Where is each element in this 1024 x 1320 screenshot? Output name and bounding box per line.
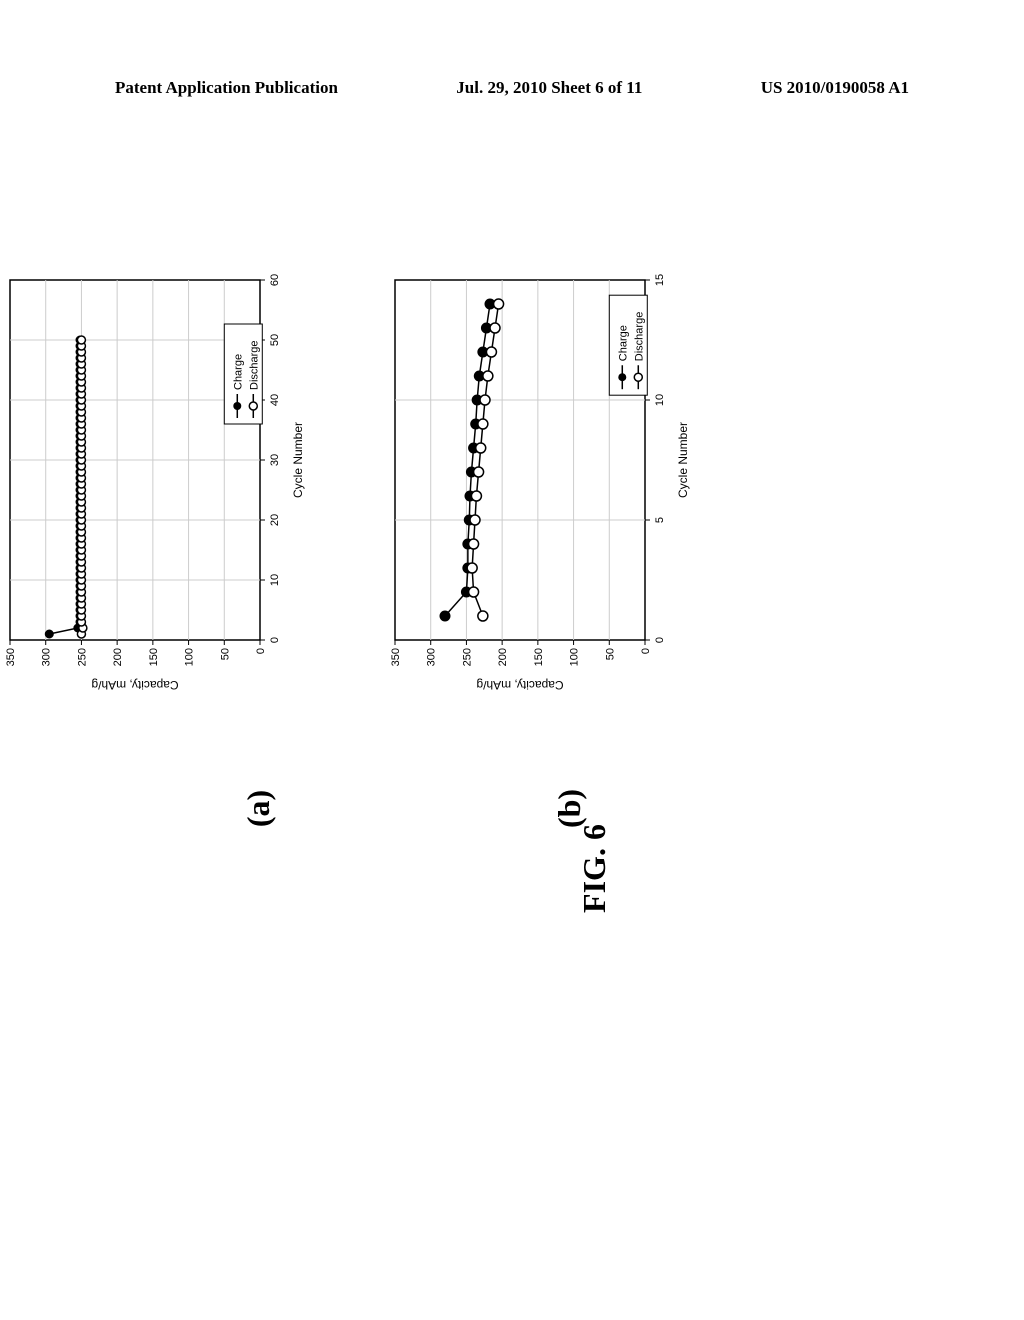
svg-text:30: 30 — [269, 454, 281, 466]
chart-a-container: 0 10 20 30 40 50 60 0 50 100 150 200 250 300 350 Cycle … — [0, 265, 310, 695]
chart-b: 051015050100150200250300350Cycle NumberC… — [385, 265, 695, 695]
figure-label: FIG. 6 — [576, 824, 613, 913]
svg-text:Charge: Charge — [617, 325, 629, 361]
svg-text:Cycle Number: Cycle Number — [676, 422, 690, 498]
svg-text:100: 100 — [569, 648, 581, 666]
svg-text:5: 5 — [654, 517, 666, 523]
svg-text:50: 50 — [269, 334, 281, 346]
svg-text:0: 0 — [654, 637, 666, 643]
header-left: Patent Application Publication — [115, 78, 338, 98]
svg-text:250: 250 — [461, 648, 473, 666]
svg-text:40: 40 — [269, 394, 281, 406]
header-center: Jul. 29, 2010 Sheet 6 of 11 — [456, 78, 642, 98]
svg-text:300: 300 — [426, 648, 438, 666]
svg-text:10: 10 — [269, 574, 281, 586]
svg-text:200: 200 — [497, 648, 509, 666]
subfigure-label-b: (b) — [551, 789, 588, 828]
svg-text:Charge: Charge — [232, 354, 244, 390]
header-right: US 2010/0190058 A1 — [761, 78, 909, 98]
svg-text:0: 0 — [255, 648, 267, 654]
svg-text:200: 200 — [112, 648, 124, 666]
svg-text:50: 50 — [219, 648, 231, 660]
svg-text:50: 50 — [604, 648, 616, 660]
svg-text:10: 10 — [654, 394, 666, 406]
svg-text:150: 150 — [533, 648, 545, 666]
svg-text:0: 0 — [640, 648, 652, 654]
svg-text:300: 300 — [41, 648, 53, 666]
subfigure-label-a: (a) — [240, 790, 277, 827]
svg-text:350: 350 — [5, 648, 17, 666]
svg-text:Capacity, mAh/g: Capacity, mAh/g — [476, 678, 563, 692]
svg-text:250: 250 — [76, 648, 88, 666]
chart-b-container: 051015050100150200250300350Cycle NumberC… — [385, 265, 695, 695]
svg-text:Discharge: Discharge — [633, 312, 645, 362]
chart-a: 0 10 20 30 40 50 60 0 50 100 150 200 250 300 350 Cycle … — [0, 265, 310, 695]
svg-text:15: 15 — [654, 274, 666, 286]
page-header: Patent Application Publication Jul. 29, … — [0, 78, 1024, 98]
content-area: 0102030405060050100150200250300350Cycle … — [60, 150, 960, 810]
svg-text:20: 20 — [269, 514, 281, 526]
svg-text:0: 0 — [269, 637, 281, 643]
svg-text:Capacity, mAh/g: Capacity, mAh/g — [91, 678, 178, 692]
svg-text:Discharge: Discharge — [248, 340, 260, 390]
svg-text:60: 60 — [269, 274, 281, 286]
svg-text:100: 100 — [184, 648, 196, 666]
svg-text:150: 150 — [148, 648, 160, 666]
svg-text:Cycle Number: Cycle Number — [291, 422, 305, 498]
svg-text:350: 350 — [390, 648, 402, 666]
